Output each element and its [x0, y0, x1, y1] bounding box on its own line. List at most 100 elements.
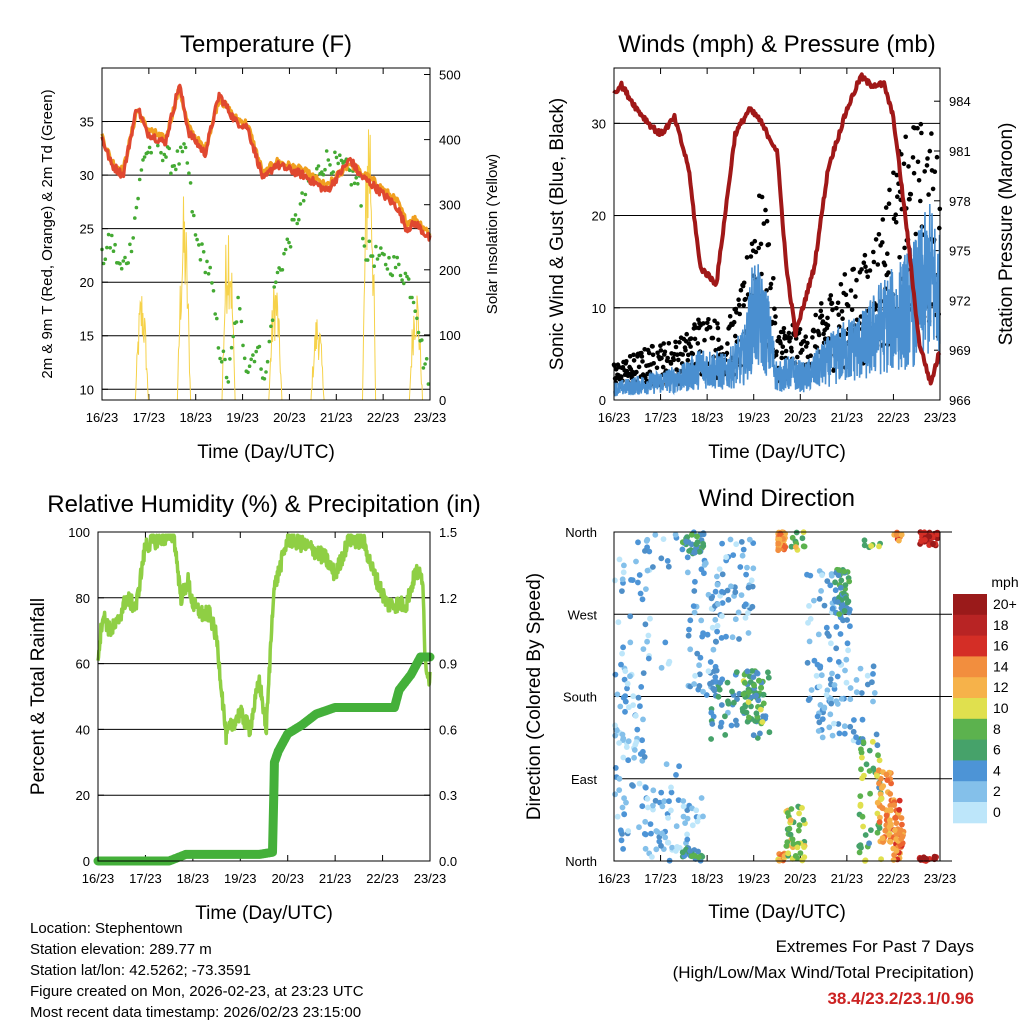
direction-point [679, 849, 686, 856]
direction-point [832, 587, 839, 594]
gust-point [885, 251, 890, 256]
direction-point [635, 694, 642, 701]
gust-point [929, 131, 934, 136]
gust-point [752, 238, 758, 244]
dewpoint-point [169, 171, 173, 176]
humidity-xtick-label: 17/23 [129, 871, 162, 886]
winds-ytick-label: 0 [599, 393, 606, 408]
direction-point [870, 663, 877, 670]
direction-point [687, 617, 694, 624]
direction-point [696, 683, 703, 689]
direction-point [818, 588, 824, 594]
direction-point [887, 807, 894, 813]
direction-point [740, 708, 746, 715]
gust-point [772, 320, 778, 326]
gust-point [893, 212, 898, 217]
direction-point [775, 547, 782, 554]
gust-point [825, 315, 830, 321]
direction-point [833, 698, 840, 705]
direction-point [855, 739, 862, 746]
dewpoint-point [219, 360, 224, 364]
wind-direction-xtick-label: 22/23 [877, 871, 910, 886]
direction-point [859, 716, 866, 723]
direction-point [821, 602, 828, 609]
gust-point [816, 332, 822, 338]
temperature-ytick-label: 25 [80, 222, 94, 237]
direction-point [871, 690, 878, 696]
gust-point [658, 348, 664, 353]
direction-point [692, 578, 698, 585]
direction-point [627, 673, 633, 680]
direction-point [738, 539, 745, 545]
dewpoint-point [156, 143, 160, 148]
speed-legend: mph 20+ 18 16 14 12 10 8 6 4 2 0 [953, 574, 1019, 824]
direction-point [666, 798, 672, 805]
dewpoint-point [411, 300, 416, 305]
winds-ytick-label: 20 [592, 209, 606, 224]
direction-point [813, 672, 820, 679]
wind-direction-ytick-label: East [571, 772, 597, 787]
direction-point [663, 761, 670, 768]
dewpoint-point [264, 370, 268, 374]
temperature-ytick-label: 15 [80, 329, 94, 344]
gust-point [871, 249, 876, 255]
direction-point [619, 588, 625, 594]
elevation-text: Station elevation: 289.77 m [30, 941, 212, 958]
winds-y2tick-label: 966 [949, 393, 971, 408]
humidity-ylabel: Percent & Total Rainfall [28, 598, 49, 795]
speed-legend-label: 16 [993, 638, 1009, 654]
dewpoint-point [221, 349, 226, 354]
humidity-title: Relative Humidity (%) & Precipitation (i… [47, 491, 480, 518]
direction-point [625, 738, 632, 745]
direction-point [806, 638, 813, 645]
gust-point [918, 198, 923, 204]
dewpoint-point [251, 353, 255, 357]
direction-point [689, 822, 696, 829]
direction-point [857, 842, 864, 848]
winds-ytick-label: 30 [592, 116, 606, 131]
direction-point [620, 846, 626, 852]
direction-point [845, 647, 851, 654]
dewpoint-point [301, 198, 306, 203]
recent-text: Most recent data timestamp: 2026/02/23 2… [30, 1004, 362, 1021]
winds-title: Winds (mph) & Pressure (mb) [618, 31, 935, 58]
direction-point [623, 744, 630, 750]
precip-line [93, 652, 435, 866]
dewpoint-point [193, 233, 198, 237]
direction-point [877, 814, 883, 821]
gust-point [835, 300, 841, 306]
direction-point [719, 613, 725, 619]
direction-point [722, 713, 728, 720]
gust-point [848, 288, 854, 293]
gust-point [907, 196, 912, 202]
direction-point [867, 790, 873, 797]
direction-point [880, 783, 887, 789]
gust-point [819, 301, 824, 306]
dewpoint-point [197, 243, 201, 247]
gust-point [748, 254, 754, 259]
direction-point [898, 531, 905, 538]
dewpoint-point [111, 249, 116, 253]
direction-point [623, 799, 629, 806]
direction-point [668, 784, 674, 791]
direction-point [859, 813, 866, 820]
gust-point [863, 264, 868, 270]
direction-point [740, 691, 747, 698]
direction-point [621, 676, 628, 683]
gust-point [654, 365, 660, 371]
wind-direction-ylabel: Direction (Colored By Speed) [524, 573, 545, 820]
dewpoint-point [218, 356, 222, 361]
direction-point [930, 541, 936, 547]
direction-point [892, 814, 899, 821]
dewpoint-point [206, 272, 211, 276]
direction-point [814, 713, 821, 720]
direction-point [864, 681, 871, 688]
gust-point [715, 321, 720, 326]
gust-point [893, 220, 899, 225]
direction-point [729, 688, 735, 695]
direction-point [746, 714, 752, 721]
speed-legend-label: 2 [993, 783, 1001, 799]
direction-point [673, 823, 680, 830]
dewpoint-point [321, 172, 326, 177]
direction-point [641, 831, 648, 837]
